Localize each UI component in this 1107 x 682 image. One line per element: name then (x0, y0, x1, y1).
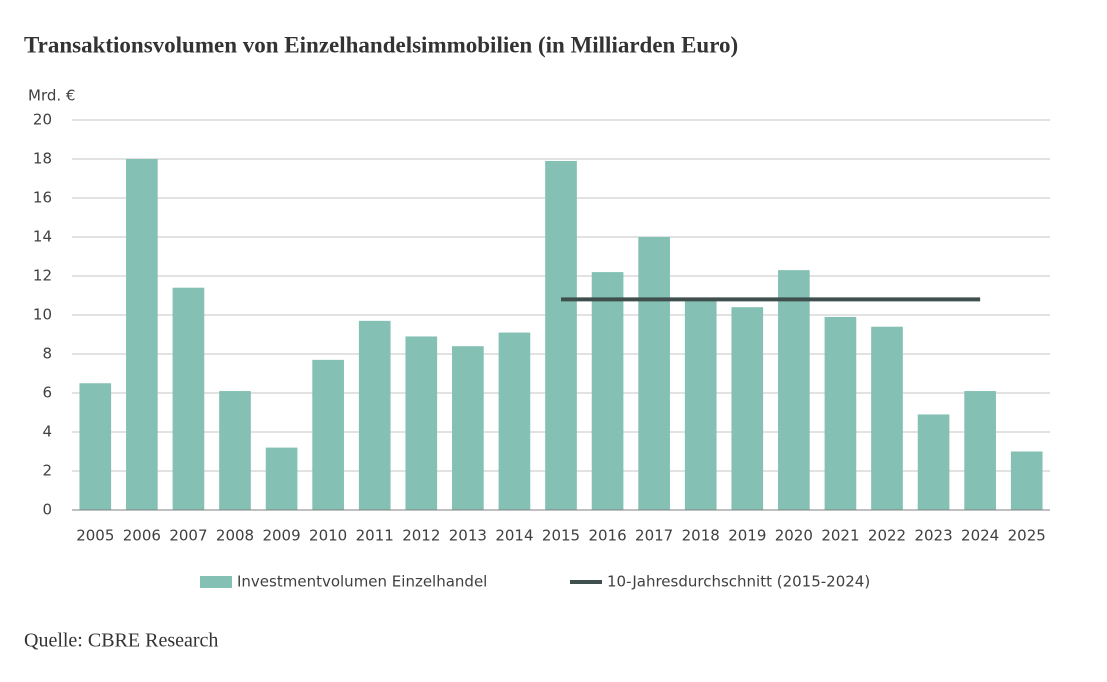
x-tick-label: 2014 (495, 527, 533, 545)
x-tick-label: 2024 (961, 527, 999, 545)
y-tick-label: 0 (42, 501, 52, 519)
bar (126, 159, 158, 510)
bar (684, 299, 717, 510)
x-tick-label: 2025 (1008, 527, 1046, 545)
x-tick-label: 2016 (588, 527, 626, 545)
x-tick-label: 2012 (402, 527, 440, 545)
chart-title: Transaktionsvolumen von Einzelhandelsimm… (24, 32, 738, 57)
bar (172, 287, 205, 510)
x-tick-label: 2010 (309, 527, 347, 545)
y-tick-label: 16 (33, 189, 52, 207)
x-tick-label: 2008 (216, 527, 254, 545)
y-tick-label: 8 (42, 345, 52, 363)
bar (824, 316, 857, 510)
bar (1010, 451, 1043, 510)
x-tick-label: 2013 (449, 527, 487, 545)
x-tick-label: 2018 (682, 527, 720, 545)
bar (358, 320, 391, 510)
legend-label: 10-Jahresdurchschnitt (2015-2024) (607, 573, 870, 591)
x-tick-label: 2023 (914, 527, 952, 545)
source: Quelle: CBRE Research (24, 630, 218, 652)
bar (498, 332, 531, 510)
y-tick-label: 4 (42, 423, 52, 441)
bar (871, 326, 903, 510)
legend-label: Investmentvolumen Einzelhandel (237, 573, 487, 591)
bar (731, 307, 764, 510)
x-tick-label: 2006 (123, 527, 161, 545)
x-tick-label: 2015 (542, 527, 580, 545)
bar (964, 391, 996, 510)
y-tick-label: 12 (33, 267, 52, 285)
y-tick-label: 10 (33, 306, 52, 324)
bar (591, 272, 624, 510)
x-tick-label: 2019 (728, 527, 766, 545)
x-tick-label: 2022 (868, 527, 906, 545)
bar (265, 447, 298, 510)
y-tick-label: 6 (42, 384, 52, 402)
y-tick-label: 20 (33, 111, 52, 129)
bar (545, 160, 577, 510)
x-tick-label: 2005 (76, 527, 114, 545)
bar (917, 414, 950, 510)
y-tick-label: 14 (33, 228, 52, 246)
y-axis-label: Mrd. € (28, 87, 75, 105)
x-tick-label: 2020 (775, 527, 813, 545)
bar (79, 383, 112, 510)
y-tick-label: 2 (42, 462, 52, 480)
x-tick-label: 2021 (821, 527, 859, 545)
bar (312, 359, 344, 510)
bar (219, 391, 251, 510)
bar (405, 336, 438, 510)
bar (638, 237, 670, 510)
x-tick-label: 2007 (169, 527, 207, 545)
x-tick-label: 2011 (356, 527, 394, 545)
y-tick-label: 18 (33, 150, 52, 168)
x-tick-label: 2017 (635, 527, 673, 545)
legend-swatch (200, 576, 232, 588)
x-tick-label: 2009 (262, 527, 300, 545)
bar (452, 346, 484, 510)
bar (778, 270, 810, 510)
